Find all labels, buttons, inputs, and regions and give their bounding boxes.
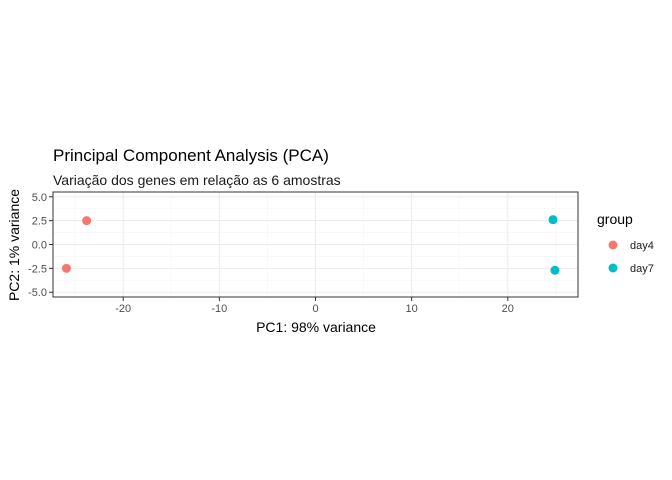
point-day7 bbox=[548, 215, 558, 225]
y-axis: -5.0 -2.5 0.0 2.5 5.0 bbox=[28, 192, 53, 299]
x-axis: -20 -10 0 10 20 bbox=[115, 297, 514, 315]
legend-title: group bbox=[597, 211, 633, 227]
legend-label-day7: day7 bbox=[630, 263, 654, 275]
grid-lines bbox=[53, 192, 578, 297]
legend-label-day4: day4 bbox=[630, 240, 654, 252]
x-tick-label: -20 bbox=[115, 303, 131, 315]
point-day4 bbox=[61, 263, 71, 273]
data-points bbox=[61, 215, 560, 275]
y-tick-label: -2.5 bbox=[28, 263, 47, 275]
x-tick-label: 20 bbox=[502, 303, 514, 315]
x-tick-label: 0 bbox=[312, 303, 318, 315]
x-tick-label: -10 bbox=[211, 303, 227, 315]
y-tick-label: 0.0 bbox=[32, 240, 47, 252]
point-day4 bbox=[82, 216, 92, 226]
legend-key-day7 bbox=[608, 263, 618, 273]
y-tick-label: -5.0 bbox=[28, 287, 47, 299]
legend-key-day4 bbox=[608, 240, 618, 250]
point-day7 bbox=[550, 265, 560, 275]
y-axis-title: PC2: 1% variance bbox=[6, 189, 22, 301]
legend: group day4 day7 bbox=[597, 211, 654, 275]
chart-title: Principal Component Analysis (PCA) bbox=[53, 146, 329, 165]
y-tick-label: 2.5 bbox=[32, 216, 47, 228]
x-tick-label: 10 bbox=[406, 303, 418, 315]
y-tick-label: 5.0 bbox=[32, 192, 47, 204]
chart-subtitle: Variação dos genes em relação as 6 amost… bbox=[53, 172, 341, 188]
x-axis-title: PC1: 98% variance bbox=[256, 319, 376, 335]
plot-panel bbox=[52, 191, 579, 298]
